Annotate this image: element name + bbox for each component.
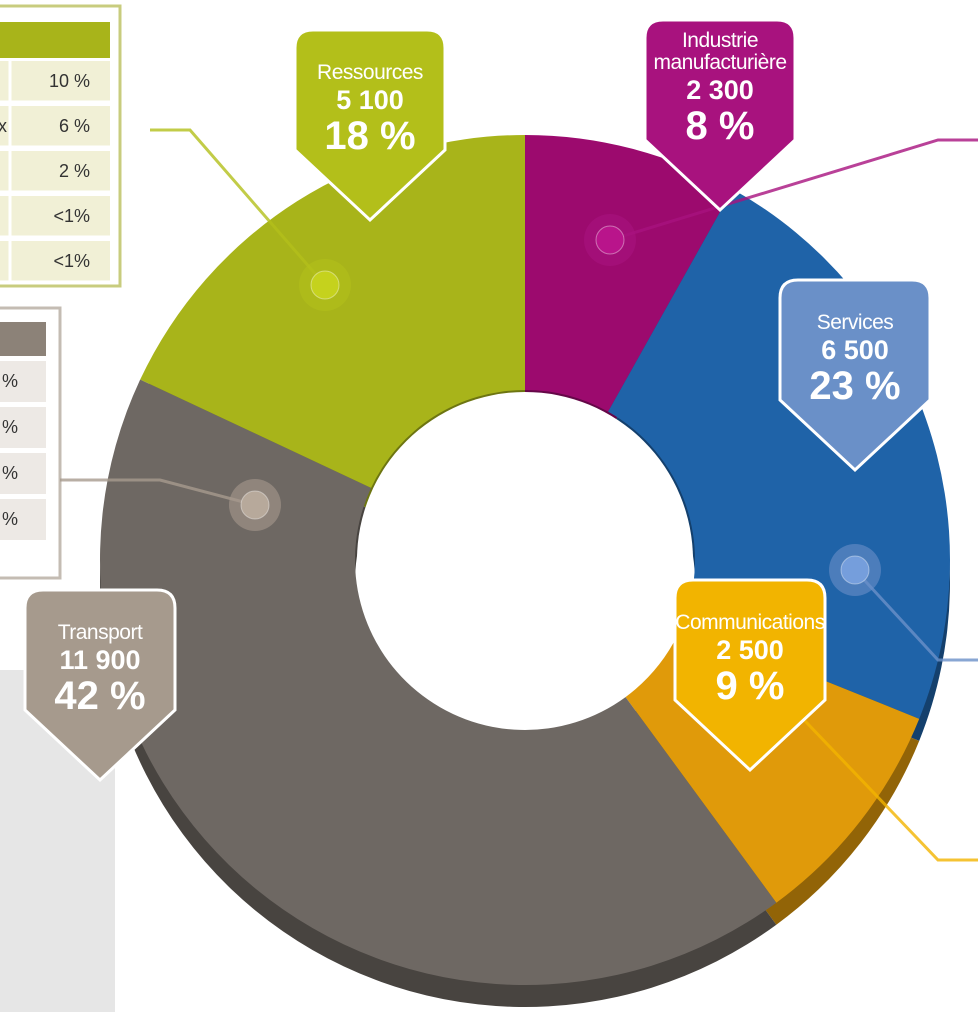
category-label: Industrie manufacturière: [653, 29, 787, 74]
badge-text: Communications 2 500 9 %: [670, 611, 830, 708]
leader-line: [853, 568, 978, 662]
table-row: [0, 196, 110, 236]
value-label: 2 500: [716, 635, 784, 665]
dot: [240, 490, 270, 520]
dot: [595, 225, 625, 255]
dot: [840, 555, 870, 585]
badge: [23, 588, 177, 783]
value-label: 2 300: [686, 75, 754, 105]
category-label: Services: [816, 311, 894, 334]
table-row: [0, 407, 46, 448]
table-row: [0, 151, 110, 191]
badge-text: Transport 11 900 42 %: [20, 621, 180, 718]
table-cell: %: [2, 509, 19, 529]
percent-label: 9 %: [715, 664, 785, 708]
slice: [100, 379, 777, 985]
table-cell: <1%: [53, 251, 90, 271]
donut-hole: [357, 392, 693, 728]
table-row: [0, 453, 46, 494]
percent-label: 18 %: [324, 114, 416, 158]
percent-label: 8 %: [685, 104, 755, 148]
percent-label: 42 %: [54, 674, 146, 718]
table-frame: [0, 306, 62, 580]
category-label: Ressources: [317, 61, 423, 84]
slice: [140, 134, 525, 488]
category-label: Transport: [57, 621, 143, 644]
table-cell: %: [2, 371, 19, 391]
slice: [525, 135, 733, 412]
badge: [643, 18, 797, 213]
badge: [778, 278, 932, 473]
table-cell: <1%: [53, 206, 90, 226]
leader-line: [783, 698, 978, 862]
dot: [310, 270, 340, 300]
value-label: 11 900: [59, 645, 141, 675]
badge: [673, 578, 827, 773]
percent-label: 23 %: [809, 364, 901, 408]
table-cell: 2 %: [58, 161, 90, 181]
badge: [293, 28, 447, 223]
table-cell: 6 %: [58, 116, 90, 136]
table-row: [0, 361, 46, 402]
table-header: [0, 22, 110, 58]
table-cell: x: [0, 116, 7, 136]
category-label: Communications: [675, 611, 825, 634]
table-row: [0, 61, 110, 101]
table-row: [0, 499, 46, 540]
value-label: 5 100: [336, 85, 404, 115]
table-cell: %: [2, 417, 19, 437]
table-header: [0, 322, 46, 356]
value-label: 6 500: [821, 335, 889, 365]
badge-text: Ressources 5 100 18 %: [290, 61, 450, 158]
leader-line: [60, 478, 256, 507]
table-row: [0, 241, 110, 281]
table-cell: 10 %: [48, 71, 90, 91]
badge-text: Industrie manufacturière 2 300 8 %: [640, 29, 800, 148]
leader-line: [150, 128, 327, 286]
badge-text: Services 6 500 23 %: [775, 311, 935, 408]
table-row: [0, 106, 110, 146]
table-frame: [0, 4, 122, 288]
table-cell: %: [2, 463, 19, 483]
